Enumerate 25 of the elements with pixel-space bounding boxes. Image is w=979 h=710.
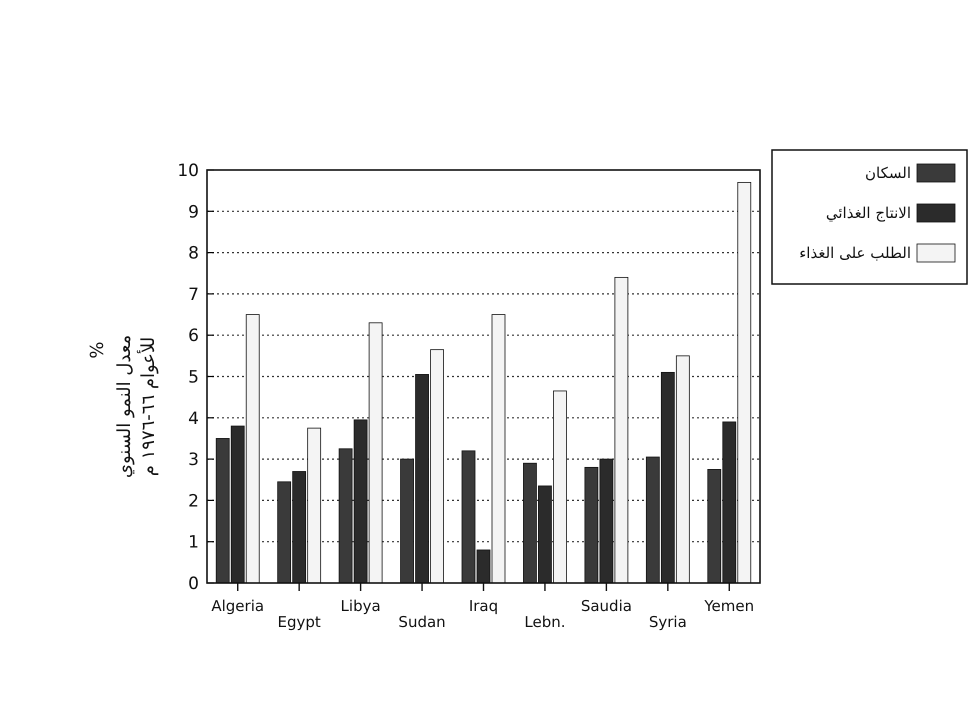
y-tick-label: 7: [188, 284, 199, 305]
y-tick-label: 5: [188, 368, 199, 388]
y-tick-label: 2: [188, 491, 199, 512]
legend-label: الطلب على الغذاء: [799, 244, 911, 262]
y-axis-title: معدل النمو السنوي للأعوام ٦٦-١٩٧٦ م: [114, 334, 159, 478]
y-tick-label: 6: [188, 326, 199, 346]
y-tick-label: 3: [188, 450, 199, 470]
y-tick-label: 0: [188, 574, 199, 594]
y-tick-label: 4: [188, 408, 199, 429]
text: %: [87, 341, 108, 359]
x-tick-label: Syria: [648, 613, 687, 631]
x-tick-label: Libya: [340, 597, 381, 615]
x-tick-label: Saudia: [580, 597, 632, 615]
x-tick-label: Iraq: [468, 597, 498, 615]
x-tick-label: Yemen: [703, 597, 754, 615]
y-tick-label: 9: [188, 202, 199, 222]
x-tick-label: Algeria: [211, 597, 264, 615]
legend-label: الانتاج الغذائي: [826, 204, 911, 222]
x-tick-label: Sudan: [398, 613, 446, 631]
y-tick-label: 8: [188, 244, 199, 264]
y-tick-label: 1: [188, 532, 199, 553]
legend-label: السكان: [865, 164, 911, 182]
y-tick-label: 10: [177, 161, 199, 181]
x-tick-label: Lebn.: [524, 613, 566, 631]
x-tick-label: Egypt: [278, 613, 321, 631]
